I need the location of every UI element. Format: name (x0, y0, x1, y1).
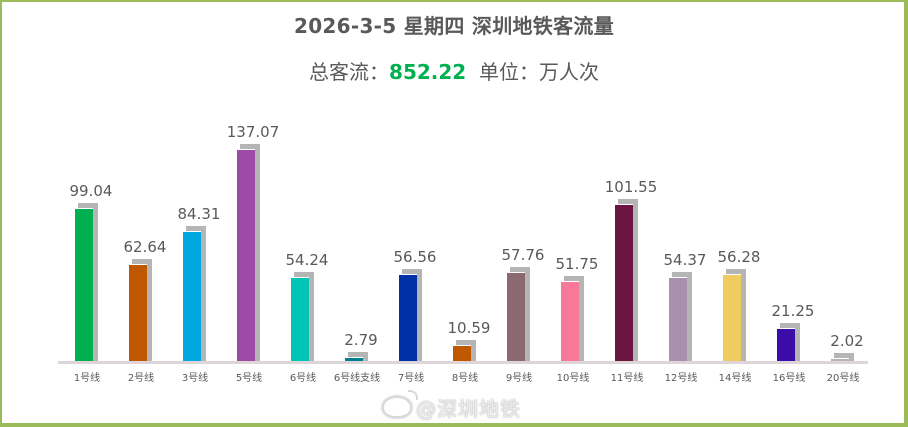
bar-shadow (294, 272, 314, 362)
bar-shadow (834, 352, 854, 362)
x-axis-label: 1号线 (73, 373, 101, 384)
bar-value-label: 137.07 (226, 123, 280, 141)
bar (291, 278, 309, 362)
bar-value-label: 2.79 (344, 330, 378, 349)
bar-value-label: 56.56 (393, 247, 437, 266)
bar-group: 84.31 (171, 192, 227, 362)
bar-group: 21.25 (765, 289, 821, 362)
bar-shadow (726, 268, 746, 362)
bar-group: 2.79 (333, 318, 389, 362)
bar-group: 57.76 (495, 233, 551, 362)
x-axis-label: 9号线 (505, 373, 533, 384)
bar-group: 101.55 (603, 165, 659, 362)
x-axis-label: 7号线 (397, 373, 425, 384)
bar-value-label: 62.64 (123, 238, 167, 257)
bar-shadow (186, 225, 206, 362)
bar-value-label: 56.28 (717, 247, 761, 266)
bar (75, 208, 93, 362)
bar (831, 358, 849, 362)
x-axis-label: 3号线 (181, 373, 209, 384)
bar-value-label: 99.04 (69, 181, 113, 200)
watermark-text: @深圳地铁 (416, 397, 521, 421)
bar-value-label: 101.55 (604, 177, 658, 196)
x-axis-label: 6号线支线 (333, 373, 381, 384)
bar-group: 10.59 (441, 306, 497, 362)
bar-group: 2.02 (819, 319, 875, 362)
bar-group: 99.04 (63, 169, 119, 362)
x-axis-label: 2号线 (127, 373, 155, 384)
bar-value-label: 57.76 (501, 245, 545, 264)
x-axis-label: 16号线 (772, 373, 806, 384)
bar (561, 281, 579, 362)
bar-value-label: 21.25 (771, 302, 815, 321)
bar-shadow (510, 266, 530, 362)
bar-shadow (402, 268, 422, 362)
bar-shadow (348, 351, 368, 362)
bar-value-label: 54.37 (663, 250, 707, 269)
bar-value-label: 51.75 (555, 254, 599, 273)
bar-value-label: 10.59 (447, 318, 491, 337)
bar-shadow (618, 198, 638, 362)
bar-shadow (672, 271, 692, 362)
bar-shadow (78, 202, 98, 362)
bar-group: 137.07 (225, 110, 281, 362)
bar (183, 231, 201, 362)
chart-title: 2026-3-5 星期四 深圳地铁客流量 (293, 14, 615, 38)
bar (399, 274, 417, 362)
weibo-watermark: @深圳地铁 (382, 390, 521, 422)
chart-subtitle: 总客流：852.22 单位：万人次 (0, 56, 908, 85)
bar-group: 51.75 (549, 242, 605, 362)
x-axis-label: 6号线 (289, 373, 317, 384)
bar-plot-area: 99.04 62.64 84.31 137.07 54.24 2.79 56.56 10.59… (58, 100, 868, 362)
bar-shadow (780, 323, 800, 362)
x-axis-label: 14号线 (718, 373, 752, 384)
bar (453, 345, 471, 362)
bar (777, 329, 795, 362)
bar-value-label: 2.02 (830, 331, 864, 350)
bar-group: 54.24 (279, 238, 335, 362)
x-axis-baseline (58, 361, 868, 364)
bar (129, 265, 147, 362)
bar (615, 204, 633, 362)
bar (723, 274, 741, 362)
total-value: 852.22 (389, 60, 467, 84)
bar (507, 272, 525, 362)
x-axis-label: 11号线 (610, 373, 644, 384)
x-axis-label: 5号线 (235, 373, 263, 384)
x-axis-label: 20号线 (826, 373, 860, 384)
x-axis-label: 10号线 (556, 373, 590, 384)
bar-group: 56.28 (711, 235, 767, 362)
bar-shadow (240, 144, 260, 362)
bar (669, 277, 687, 362)
bar-group: 62.64 (117, 225, 173, 362)
bar (345, 357, 363, 362)
bar-shadow (564, 275, 584, 362)
unit-label: 单位：万人次 (466, 60, 599, 84)
bar-group: 54.37 (657, 238, 713, 362)
bar-shadow (456, 339, 476, 362)
bar-shadow (132, 259, 152, 362)
bar-group: 56.56 (387, 235, 443, 362)
bar (237, 150, 255, 362)
bar-value-label: 84.31 (177, 204, 221, 223)
weibo-icon (382, 390, 418, 418)
total-label: 总客流： (309, 60, 390, 84)
bar-value-label: 54.24 (285, 251, 329, 270)
x-axis-label: 8号线 (451, 373, 479, 384)
x-axis-label: 12号线 (664, 373, 698, 384)
